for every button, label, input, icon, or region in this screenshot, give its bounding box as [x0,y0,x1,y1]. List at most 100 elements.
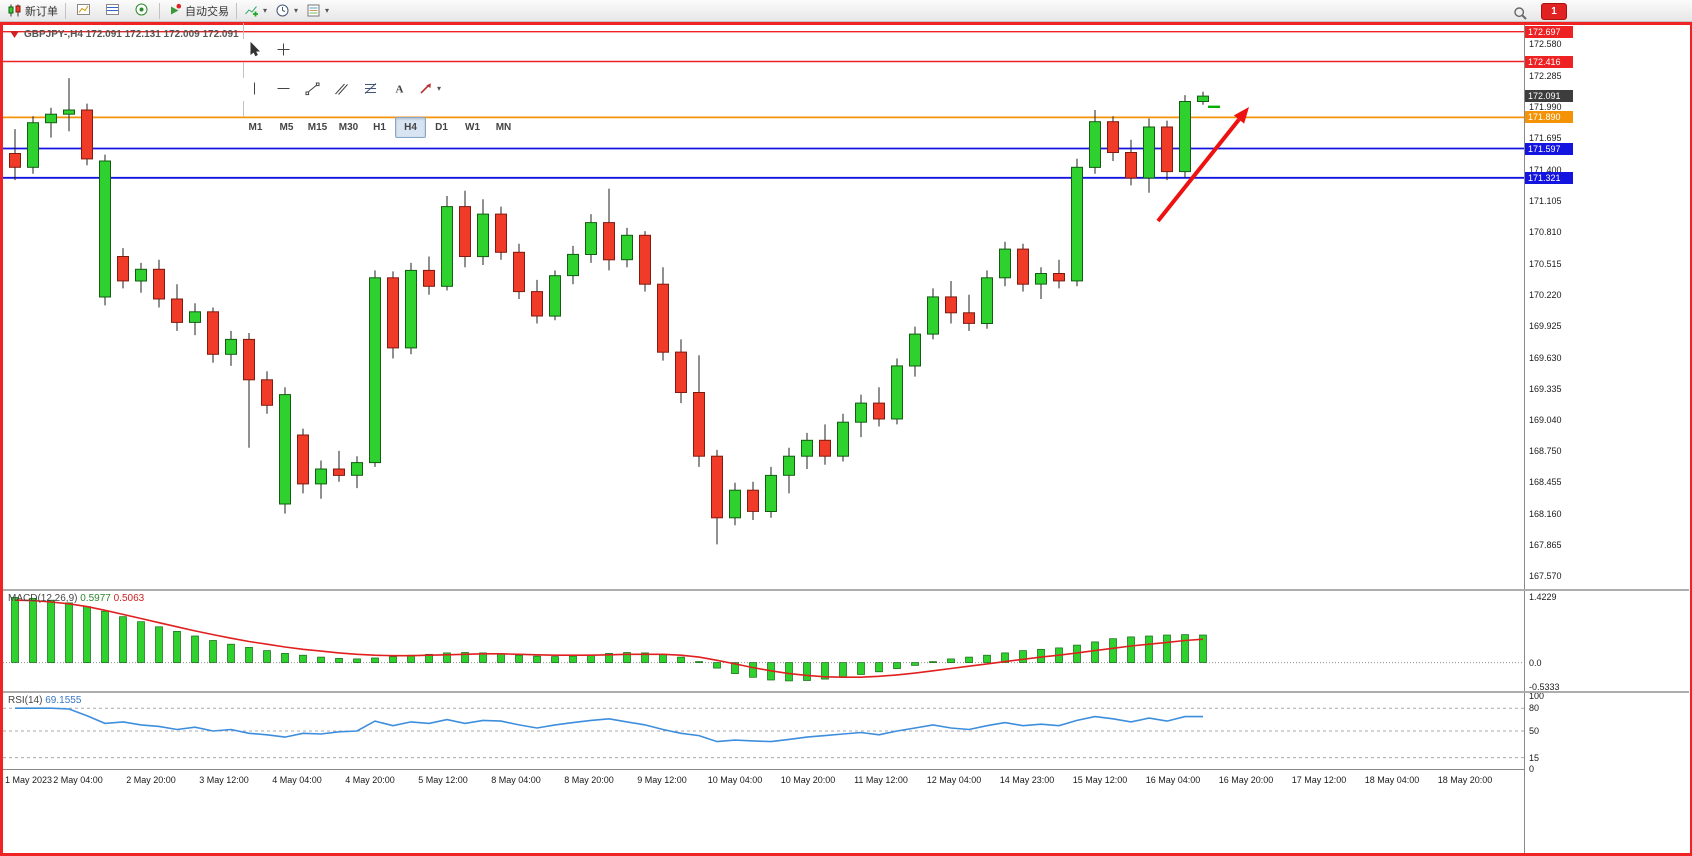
candle [639,231,651,292]
time-axis-label: 8 May 04:00 [491,775,541,785]
candle [1107,116,1119,161]
horizontal-line-button[interactable] [269,78,298,99]
timeframe-m15-button[interactable]: M15 [307,122,328,133]
toolbar-separator [159,2,160,19]
timeframe-m5-button[interactable]: M5 [279,122,294,133]
macd-histogram-bar [209,640,217,663]
data-window-button[interactable] [98,0,127,20]
candle [549,270,561,321]
candle [585,214,597,263]
macd-histogram-bar [479,652,487,663]
chevron-down-icon: ▾ [294,6,299,15]
time-axis-label: 14 May 23:00 [999,775,1055,785]
svg-text:A: A [396,84,404,96]
price-chart-canvas[interactable] [3,25,1524,589]
macd-histogram-bar [11,597,19,663]
time-axis-label: 2 May 04:00 [53,775,103,785]
templates-button[interactable]: ▾ [302,0,333,21]
macd-histogram-bar [641,652,649,663]
search-button[interactable] [1506,3,1535,24]
price-axis[interactable]: 172.580 172.285 171.990 171.695 171.400 171.1… [1524,25,1690,853]
fibonacci-button[interactable] [356,78,385,99]
macd-histogram-bar [65,602,73,663]
macd-panel[interactable]: MACD(12,26,9) 0.5977 0.5063 [3,591,1524,691]
candle [153,259,165,308]
notification-badge[interactable]: 1 [1541,3,1567,20]
price-tick-label: 171.990 [1529,101,1562,112]
navigator-button[interactable] [127,0,156,20]
time-axis-label: 9 May 12:00 [637,775,687,785]
navigator-icon [134,2,149,17]
macd-canvas[interactable] [3,591,1524,691]
toolbar-separator [65,2,66,19]
timeframe-m30-button[interactable]: M30 [338,122,359,133]
timeframe-d1-button[interactable]: D1 [435,122,448,133]
text-button[interactable]: A [385,78,414,99]
candle [603,188,615,271]
crosshair-icon [276,42,291,57]
time-axis-label: 4 May 20:00 [345,775,395,785]
chevron-down-icon: ▾ [437,84,442,93]
candle [909,326,921,377]
macd-histogram-bar [1001,652,1009,663]
toolbar-separator [243,101,244,117]
time-axis-label: 10 May 04:00 [707,775,763,785]
candle [999,241,1011,287]
macd-histogram-bar [821,662,829,680]
timeframe-m1-button[interactable]: M1 [248,122,263,133]
candle [135,262,147,293]
macd-histogram-bar [1127,636,1135,663]
equidistant-channel-button[interactable] [327,78,356,99]
macd-histogram-bar [713,662,721,669]
arrow-tools-button[interactable]: ▾ [414,78,445,99]
time-axis-label: 8 May 20:00 [564,775,614,785]
panel-splitter[interactable] [3,691,1689,693]
macd-histogram-bar [1145,635,1153,663]
macd-histogram-bar [695,661,703,663]
macd-label: MACD(12,26,9) 0.5977 0.5063 [8,593,145,604]
time-axis[interactable]: 1 May 2023 2 May 04:00 2 May 20:00 3 May 12… [3,769,1524,794]
vertical-line-button[interactable] [240,78,269,99]
panel-splitter[interactable] [3,589,1689,591]
timeframe-h1-button[interactable]: H1 [373,122,386,133]
timeframe-w1-button[interactable]: W1 [465,122,480,133]
timeframe-h4-button[interactable]: H4 [395,117,426,138]
periods-icon [275,3,290,18]
price-tick-label: 170.515 [1529,258,1562,269]
macd-histogram-bar [623,652,631,663]
rsi-canvas[interactable] [3,693,1524,769]
candle [117,248,129,289]
crosshair-button[interactable] [269,39,298,60]
macd-histogram-bar [1109,638,1117,663]
price-tick-label: 170.810 [1529,227,1562,238]
candle [765,466,777,518]
price-chart-panel[interactable]: GBPJPY-,H4 172.091 172.131 172.009 172.0… [3,25,1524,589]
macd-histogram-bar [1091,641,1099,663]
new-order-button[interactable]: 新订单 [3,0,62,21]
price-level-label: 171.597 [1525,142,1573,155]
macd-histogram-bar [191,635,199,663]
price-tick-label: 170.220 [1529,289,1562,300]
macd-histogram-bar [533,655,541,663]
macd-histogram-bar [677,656,685,663]
candle [1035,267,1047,299]
market-watch-button[interactable] [69,0,98,20]
trendline-button[interactable] [298,78,327,99]
macd-axis-label: -0.5333 [1529,682,1560,692]
time-axis-label: 16 May 04:00 [1145,775,1201,785]
macd-signal-value: 0.5063 [113,593,145,604]
cursor-button[interactable] [240,39,269,60]
periods-button[interactable]: ▾ [271,0,302,21]
time-axis-label: 15 May 12:00 [1072,775,1128,785]
candle [99,154,111,306]
indicators-button[interactable]: ▾ [240,0,271,21]
timeframe-mn-button[interactable]: MN [495,122,512,133]
rsi-panel[interactable]: RSI(14) 69.1555 [3,693,1524,769]
auto-trading-button[interactable]: 自动交易 [163,0,233,21]
price-tick-label: 169.925 [1529,321,1562,332]
price-tick-label: 169.040 [1529,415,1562,426]
macd-histogram-bar [155,626,163,663]
annotation-arrow[interactable] [1156,107,1249,223]
candle [63,78,75,132]
rsi-axis-label: 15 [1529,752,1540,763]
